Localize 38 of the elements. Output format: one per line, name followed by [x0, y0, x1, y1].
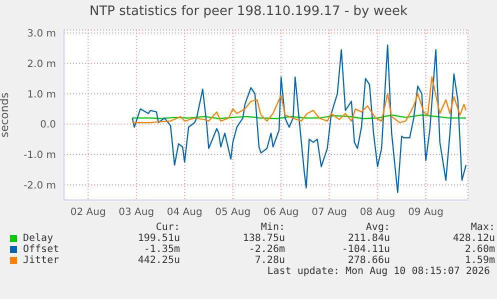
x-tick-label: 05 Aug: [215, 207, 251, 218]
x-tick-label: 09 Aug: [408, 207, 444, 218]
y-tick-label: -1.0 m: [24, 150, 56, 162]
x-tick-label: 02 Aug: [70, 207, 106, 218]
text: Last update: Mon Aug 10 08:15:07 2026: [266, 266, 490, 277]
text: 278.66u: [346, 255, 390, 266]
text: 428.12u: [452, 233, 495, 244]
y-tick-label: 1.0 m: [27, 89, 56, 100]
text: 7.28u: [254, 255, 285, 266]
y-tick-label: 3.0 m: [27, 28, 56, 40]
x-tick-label: 03 Aug: [118, 207, 154, 218]
text: -1.35m: [142, 244, 180, 255]
text: 138.75u: [242, 233, 285, 244]
text: 199.51u: [136, 233, 180, 244]
text: Min:: [260, 222, 285, 233]
text: 1.59m: [464, 255, 495, 266]
legend-label: Offset: [22, 244, 60, 255]
text: Cur:: [154, 222, 180, 233]
text: Avg:: [364, 222, 390, 233]
text: Max:: [470, 222, 495, 233]
x-tick-label: 07 Aug: [312, 207, 348, 218]
legend-label: Delay: [22, 233, 54, 244]
y-tick-label: -2.0 m: [24, 180, 56, 192]
x-tick-label: 08 Aug: [360, 207, 396, 218]
chart-title: NTP statistics for peer 198.110.199.17 - by week: [88, 4, 409, 19]
text: 2.60m: [464, 244, 495, 255]
text: 211.84u: [346, 233, 390, 244]
x-tick-label: 06 Aug: [263, 207, 299, 218]
x-tick-label: 04 Aug: [166, 207, 202, 218]
legend-label: Jitter: [22, 255, 60, 266]
line-series: [132, 44, 467, 194]
y-axis-title: seconds: [0, 92, 11, 138]
y-tick-label: 2.0 m: [27, 58, 56, 70]
line-series: [132, 76, 467, 124]
text: 442.25u: [136, 255, 180, 266]
text: -104.11u: [340, 244, 390, 255]
text: -2.26m: [248, 244, 285, 255]
y-tick-label: 0.0: [40, 120, 56, 131]
